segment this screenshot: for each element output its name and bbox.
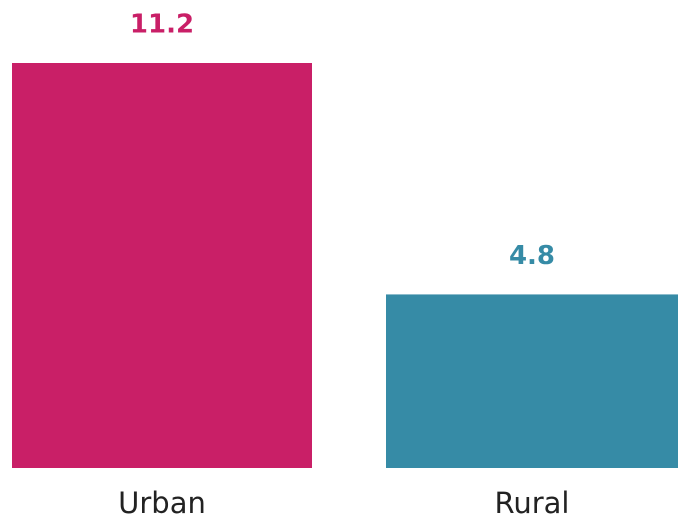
category-label: Rural: [495, 486, 570, 520]
category-label: Urban: [118, 486, 206, 520]
value-label: 11.2: [130, 10, 194, 40]
bar: [12, 63, 312, 468]
bar: [386, 294, 678, 468]
value-label: 4.8: [509, 241, 555, 271]
